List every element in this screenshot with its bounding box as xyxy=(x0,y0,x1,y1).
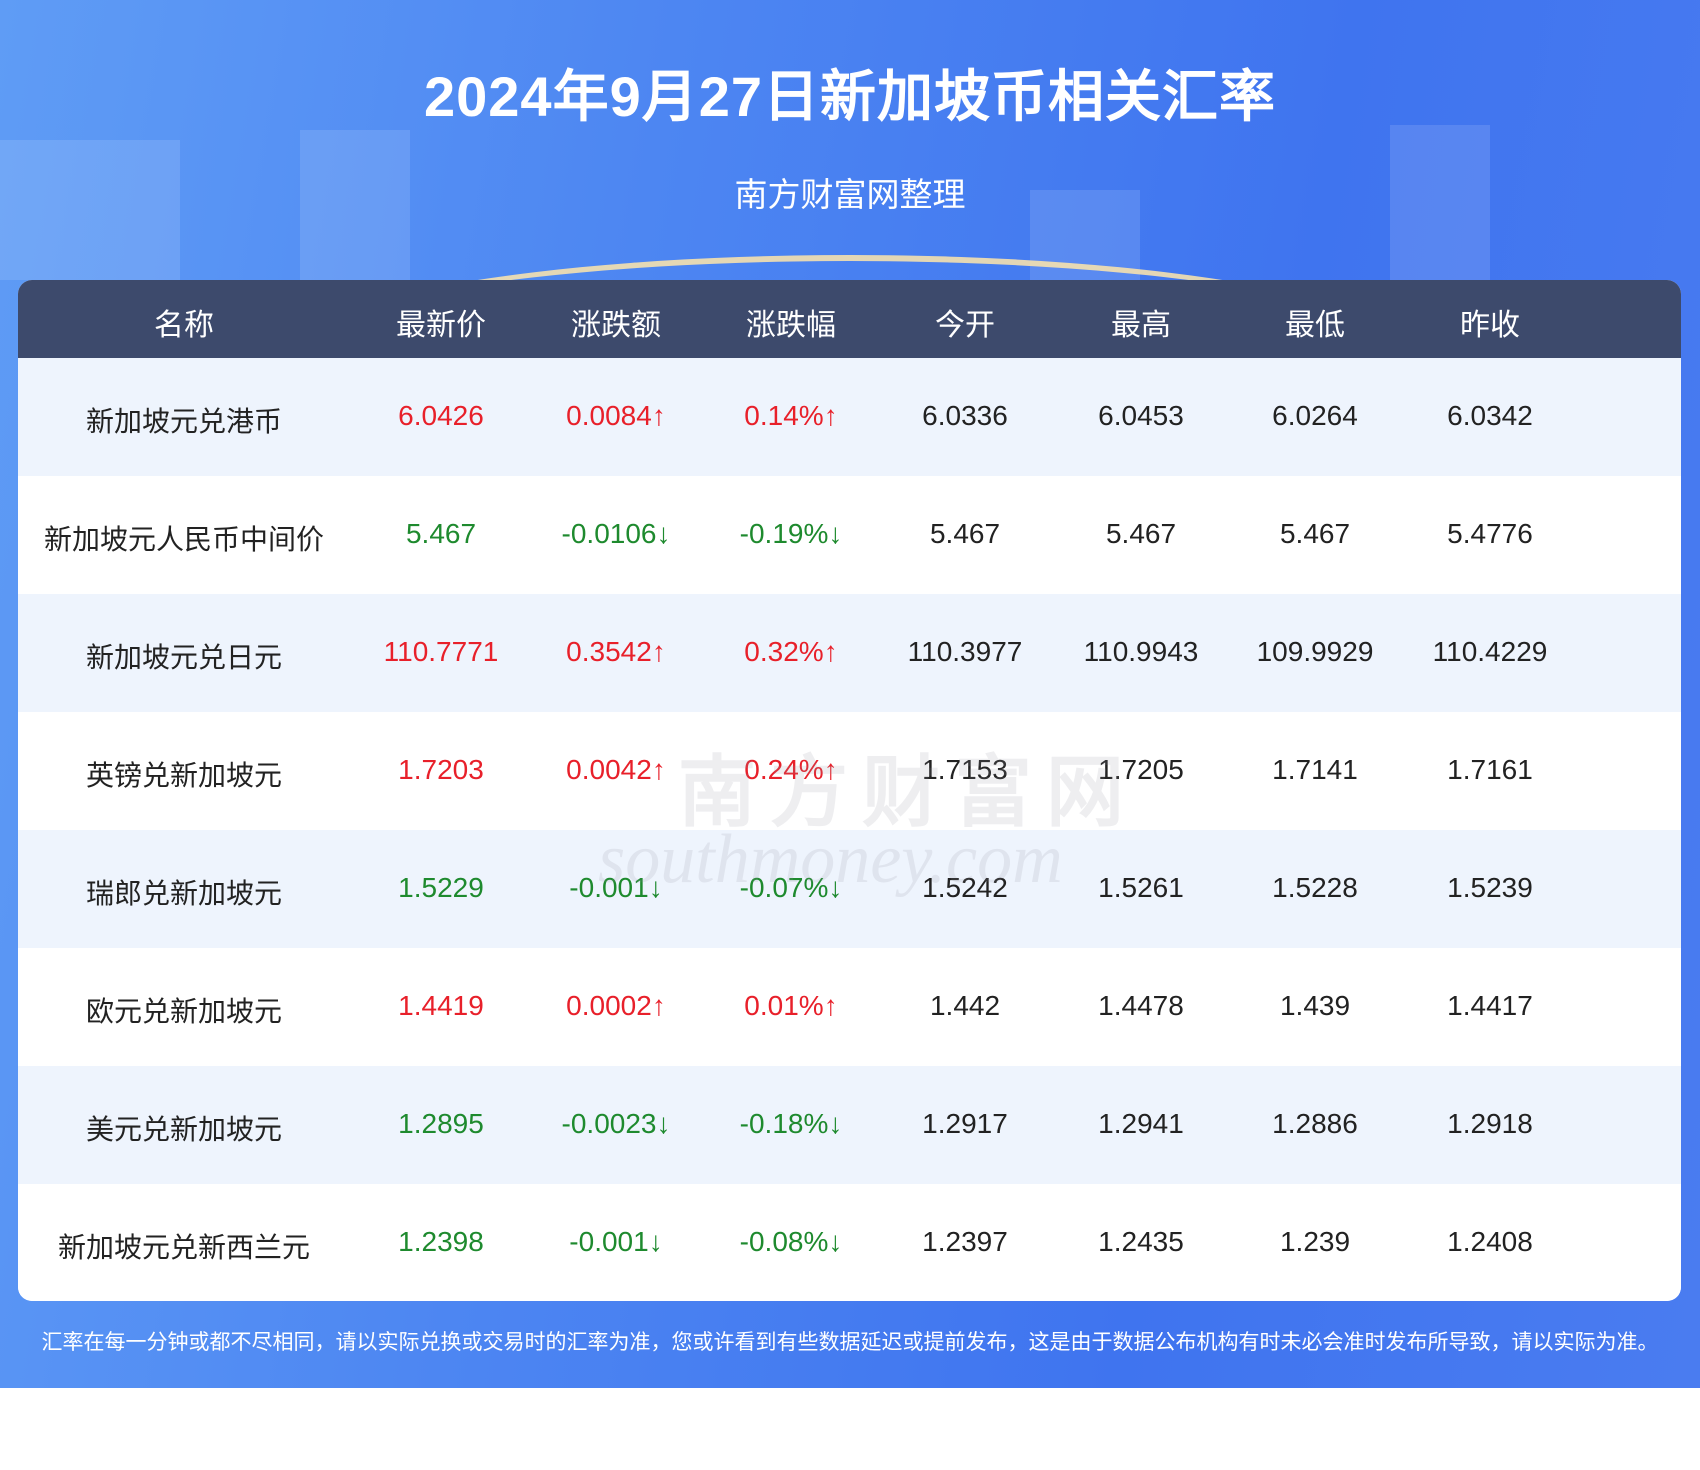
table-cell: 5.467 xyxy=(1279,518,1351,549)
table-cell: 1.2397 xyxy=(922,1226,1008,1257)
table-cell: 1.442 xyxy=(929,990,1001,1021)
row-name: 新加坡元兑港币 xyxy=(85,406,283,437)
table-cell: -0.18%↓ xyxy=(739,1108,843,1139)
table-row: 欧元兑新加坡元 1.4419 0.0002↑ 0.01%↑ 1.442 1.4478 1.4… xyxy=(18,948,1681,1066)
background: 2024年9月27日新加坡币相关汇率 南方财富网整理 名称 最新价 涨跌额 涨跌幅 今开… xyxy=(0,0,1700,1388)
table-cell: 109.9929 xyxy=(1256,636,1374,667)
row-name: 新加坡元兑日元 xyxy=(85,642,283,673)
table-cell: 1.7141 xyxy=(1272,754,1358,785)
table-cell: -0.0106↓ xyxy=(561,518,671,549)
table-cell: 6.0264 xyxy=(1272,400,1358,431)
table-cell: 110.4229 xyxy=(1432,636,1548,667)
table-cell: 5.4776 xyxy=(1447,518,1533,549)
column-header: 最低 xyxy=(1285,309,1345,342)
table-header: 名称 最新价 涨跌额 涨跌幅 今开 最高 最低 昨收 xyxy=(18,280,1681,358)
row-name: 欧元兑新加坡元 xyxy=(85,996,283,1027)
table-row: 新加坡元人民币中间价 5.467 -0.0106↓ -0.19%↓ 5.467 5.467… xyxy=(18,476,1681,594)
table-cell: 1.2895 xyxy=(398,1108,484,1139)
table-cell: 110.7771 xyxy=(383,636,499,667)
table-cell: 5.467 xyxy=(405,518,477,549)
row-name: 美元兑新加坡元 xyxy=(85,1114,283,1145)
table-cell: -0.0023↓ xyxy=(561,1108,671,1139)
decoration xyxy=(280,255,1420,461)
column-header: 涨跌幅 xyxy=(746,309,836,342)
column-header: 昨收 xyxy=(1460,309,1520,342)
table-cell: 1.2408 xyxy=(1447,1226,1533,1257)
row-name: 英镑兑新加坡元 xyxy=(85,760,283,791)
table-cell: 1.5239 xyxy=(1447,872,1533,903)
decoration xyxy=(300,130,410,280)
row-name: 新加坡元兑新西兰元 xyxy=(57,1232,311,1263)
subtitle: 南方财富网整理 xyxy=(734,176,966,213)
table-cell: 1.7205 xyxy=(1098,754,1184,785)
table-cell: 1.2917 xyxy=(922,1108,1008,1139)
table-cell: -0.07%↓ xyxy=(739,872,843,903)
table-cell: 0.0002↑ xyxy=(566,990,666,1021)
column-header: 涨跌额 xyxy=(571,309,661,342)
table-row: 新加坡元兑港币 6.0426 0.0084↑ 0.14%↑ 6.0336 6.0453 6.… xyxy=(18,358,1681,476)
table-cell: 1.2918 xyxy=(1447,1108,1533,1139)
table-cell: 1.2941 xyxy=(1098,1108,1184,1139)
table-cell: 6.0426 xyxy=(398,400,484,431)
table-cell: 1.5242 xyxy=(922,872,1008,903)
column-header: 今开 xyxy=(935,309,995,342)
column-header: 最新价 xyxy=(396,309,486,342)
table-row: 新加坡元兑日元 110.7771 0.3542↑ 0.32%↑ 110.3977 110.… xyxy=(18,594,1681,712)
table-cell: 0.32%↑ xyxy=(744,636,838,667)
table-cell: 1.439 xyxy=(1279,990,1351,1021)
column-header: 名称 xyxy=(154,309,214,342)
table-cell: 6.0342 xyxy=(1447,400,1533,431)
table-cell: 1.4419 xyxy=(398,990,484,1021)
table-cell: 0.3542↑ xyxy=(566,636,666,667)
table-row: 英镑兑新加坡元 1.7203 0.0042↑ 0.24%↑ 1.7153 1.7205 1.… xyxy=(18,712,1681,830)
table-cell: 6.0336 xyxy=(922,400,1008,431)
table-cell: 1.4417 xyxy=(1447,990,1533,1021)
column-header: 最高 xyxy=(1111,309,1171,342)
table-cell: 0.01%↑ xyxy=(744,990,838,1021)
footer-note: 汇率在每一分钟或都不尽相同，请以实际兑换或交易时的汇率为准，您或许看到有些数据延… xyxy=(41,1331,1659,1354)
row-name: 瑞郎兑新加坡元 xyxy=(85,878,283,909)
table-cell: 1.7203 xyxy=(398,754,484,785)
table-cell: 0.14%↑ xyxy=(744,400,838,431)
table-row: 瑞郎兑新加坡元 1.5229 -0.001↓ -0.07%↓ 1.5242 1.5261 1… xyxy=(18,830,1681,948)
table-cell: 0.24%↑ xyxy=(744,754,838,785)
table-cell: 110.3977 xyxy=(907,636,1023,667)
table-cell: -0.001↓ xyxy=(569,872,663,903)
table-cell: -0.19%↓ xyxy=(739,518,843,549)
table-cell: 1.2435 xyxy=(1098,1226,1184,1257)
decoration xyxy=(0,140,180,280)
table-cell: 1.5261 xyxy=(1098,872,1184,903)
table-cell: 6.0453 xyxy=(1098,400,1184,431)
table-cell: 0.0084↑ xyxy=(566,400,666,431)
table-cell: -0.001↓ xyxy=(569,1226,663,1257)
table-cell: 1.7161 xyxy=(1447,754,1533,785)
table-cell: 5.467 xyxy=(929,518,1001,549)
table: 名称 最新价 涨跌额 涨跌幅 今开 最高 最低 昨收 新加坡元兑港币 6.0426 0.0084↑… xyxy=(18,280,1681,1301)
title: 2024年9月27日新加坡币相关汇率 xyxy=(423,65,1276,128)
table-cell: 5.467 xyxy=(1105,518,1177,549)
table-cell: 0.0042↑ xyxy=(566,754,666,785)
table-cell: 1.7153 xyxy=(922,754,1008,785)
table-cell: 110.9943 xyxy=(1083,636,1199,667)
table-row: 美元兑新加坡元 1.2895 -0.0023↓ -0.18%↓ 1.2917 1.2941… xyxy=(18,1066,1681,1184)
table-row: 新加坡元兑新西兰元 1.2398 -0.001↓ -0.08%↓ 1.2397 1.243… xyxy=(18,1184,1681,1301)
table-cell: -0.08%↓ xyxy=(739,1226,843,1257)
table-cell: 1.2886 xyxy=(1272,1108,1358,1139)
table-cell: 1.5228 xyxy=(1272,872,1358,903)
row-name: 新加坡元人民币中间价 xyxy=(43,524,325,555)
table-cell: 1.239 xyxy=(1279,1226,1351,1257)
table-cell: 1.5229 xyxy=(398,872,484,903)
table-cell: 1.4478 xyxy=(1098,990,1184,1021)
table-cell: 1.2398 xyxy=(398,1226,484,1257)
decoration xyxy=(1390,125,1490,280)
